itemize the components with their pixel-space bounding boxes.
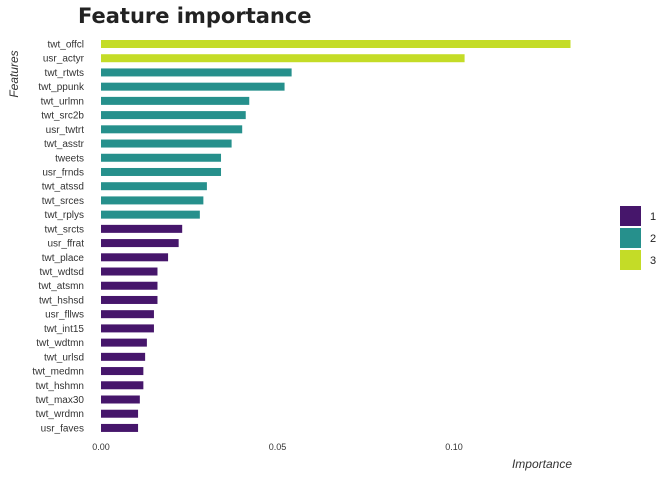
bar-twt_atssd (101, 182, 207, 191)
bar-usr_fllws (101, 310, 154, 319)
y-tick-labels: twt_offcl usr_actyr twt_rtwts twt_ppunk twt_… (32, 40, 85, 435)
bar-twt_wdtsd (101, 267, 158, 276)
bar-twt_wdtmn (101, 338, 147, 347)
y-tick-label: twt_src2b (41, 111, 84, 122)
bars-group (101, 40, 571, 432)
chart-title: Feature importance (78, 4, 312, 28)
bar-tweets (101, 153, 222, 162)
y-tick-label: twt_srcts (45, 224, 84, 235)
y-tick-label: twt_wdtmn (36, 338, 84, 349)
bar-twt_src2b (101, 111, 246, 120)
y-tick-label: twt_wdtsd (40, 267, 84, 278)
y-tick-label: twt_wrdmn (36, 409, 84, 420)
y-axis-title: Features (7, 50, 21, 97)
y-tick-label: usr_fllws (45, 310, 84, 321)
y-tick-label: twt_srces (42, 196, 84, 207)
y-tick-label: twt_rtwts (45, 68, 84, 79)
y-tick-label: twt_atssd (42, 182, 84, 193)
bar-usr_frnds (101, 167, 222, 176)
bar-twt_place (101, 253, 169, 262)
x-tick-label: 0.05 (269, 442, 287, 452)
bar-twt_asstr (101, 139, 232, 148)
bar-twt_urlsd (101, 352, 146, 361)
bar-twt_max30 (101, 395, 140, 404)
x-tick-labels: 0.00 0.05 0.10 (92, 442, 463, 452)
y-tick-label: twt_atsmn (38, 281, 84, 292)
y-tick-label: tweets (55, 153, 84, 164)
y-tick-label: usr_ffrat (48, 239, 85, 250)
y-tick-label: usr_faves (41, 423, 84, 434)
legend-swatch-1 (620, 206, 641, 226)
bar-usr_faves (101, 423, 139, 432)
bar-twt_hshsd (101, 295, 158, 304)
y-tick-label: twt_int15 (44, 324, 84, 335)
y-tick-label: usr_twtrt (46, 125, 85, 136)
x-tick-label: 0.10 (445, 442, 463, 452)
y-tick-label: usr_frnds (42, 167, 84, 178)
bar-twt_hshmn (101, 381, 144, 390)
legend-swatch-2 (620, 228, 641, 248)
bar-twt_rplys (101, 210, 200, 219)
y-tick-label: twt_medmn (32, 367, 84, 378)
y-tick-label: twt_hshsd (39, 295, 84, 306)
bar-twt_rtwts (101, 68, 292, 77)
y-tick-label: twt_rplys (45, 210, 84, 221)
bar-twt_ppunk (101, 82, 285, 91)
y-tick-label: usr_actyr (43, 54, 85, 65)
y-tick-label: twt_offcl (48, 40, 85, 51)
bar-twt_srces (101, 196, 204, 205)
y-tick-label: twt_ppunk (38, 82, 85, 93)
x-axis-title: Importance (512, 457, 572, 471)
y-tick-label: twt_asstr (44, 139, 85, 150)
y-tick-label: twt_urlmn (41, 96, 84, 107)
x-tick-label: 0.00 (92, 442, 110, 452)
legend-label-2: 2 (650, 233, 656, 245)
bar-twt_offcl (101, 40, 571, 48)
bar-twt_atsmn (101, 281, 158, 290)
bar-twt_urlmn (101, 96, 250, 105)
legend-label-3: 3 (650, 255, 656, 267)
bar-twt_wrdmn (101, 409, 139, 418)
y-tick-label: twt_urlsd (44, 352, 84, 363)
bar-twt_int15 (101, 324, 154, 333)
y-tick-label: twt_hshmn (36, 381, 84, 392)
bar-usr_ffrat (101, 239, 179, 248)
legend-label-1: 1 (650, 211, 656, 223)
bar-twt_srcts (101, 224, 183, 233)
legend-swatch-3 (620, 250, 641, 270)
bar-usr_actyr (101, 54, 465, 63)
bar-twt_medmn (101, 367, 144, 376)
bar-usr_twtrt (101, 125, 243, 134)
legend: 1 2 3 (620, 206, 656, 270)
y-tick-label: twt_place (42, 253, 85, 264)
y-tick-label: twt_max30 (36, 395, 85, 406)
